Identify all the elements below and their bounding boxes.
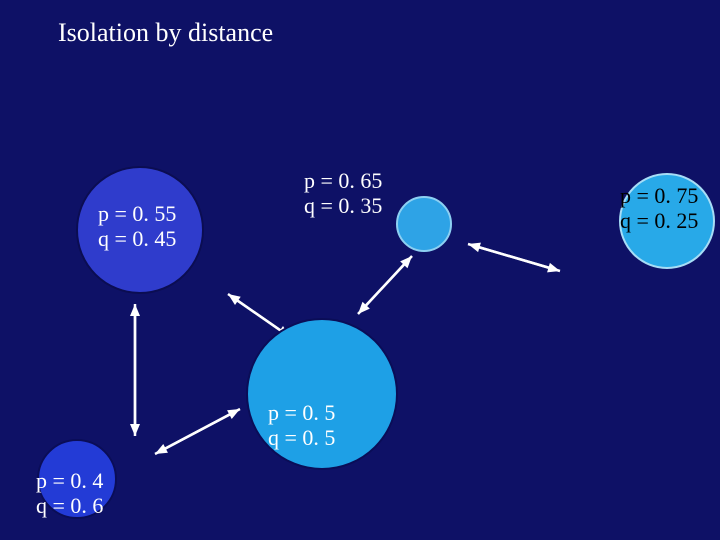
arrow-shaft <box>468 244 548 268</box>
arrow-shaft <box>166 409 240 448</box>
arrow-shaft <box>480 247 560 271</box>
population-label: p = 0. 55 q = 0. 45 <box>98 201 176 252</box>
arrow-head <box>155 444 168 454</box>
arrow-head <box>468 243 481 253</box>
population-label: p = 0. 5 q = 0. 5 <box>268 400 335 451</box>
population-label: p = 0. 75 q = 0. 25 <box>620 183 698 234</box>
arrow-head <box>130 424 140 436</box>
page-title: Isolation by distance <box>58 18 273 48</box>
diagram-stage: Isolation by distance p = 0. 55 q = 0. 4… <box>0 0 720 540</box>
population-node <box>396 196 452 252</box>
arrow-shaft <box>366 256 412 305</box>
arrow-head <box>130 304 140 316</box>
arrow-head <box>227 409 240 419</box>
arrow-shaft <box>155 415 229 454</box>
arrow-head <box>547 263 560 273</box>
arrow-head <box>358 302 370 314</box>
arrow-shaft <box>228 294 280 330</box>
arrow-head <box>228 294 241 305</box>
population-label: p = 0. 65 q = 0. 35 <box>304 168 382 219</box>
population-label: p = 0. 4 q = 0. 6 <box>36 468 103 519</box>
arrow-head <box>400 256 412 268</box>
arrow-shaft <box>358 265 404 314</box>
